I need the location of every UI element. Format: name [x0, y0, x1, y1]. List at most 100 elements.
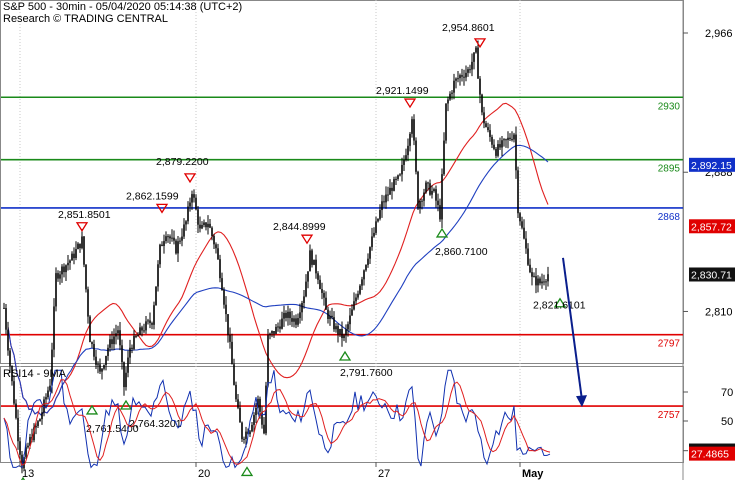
candle-body [127, 357, 129, 373]
candle-body [499, 144, 501, 148]
candle-body [289, 311, 291, 319]
price-tag-label: 2,892.15 [691, 160, 732, 172]
candle-body [369, 247, 371, 259]
candle-body [61, 266, 63, 275]
candle-body [537, 278, 539, 286]
pivot-high-marker [473, 38, 487, 49]
candle-body [253, 415, 255, 425]
candle-body [319, 279, 321, 290]
candle-body [257, 398, 259, 408]
candle-body [303, 296, 305, 304]
candle-body [243, 438, 245, 440]
candle-body [305, 281, 307, 297]
candle-body [411, 119, 413, 134]
candle-body [201, 225, 203, 229]
pivot-label: 2,821.6101 [533, 300, 586, 312]
candle-body [169, 236, 171, 239]
candle-body [405, 155, 407, 161]
candle-body [9, 350, 11, 366]
candle-body [483, 112, 485, 124]
candle-body [475, 47, 477, 53]
rsi-tick-label: 50 [721, 416, 733, 428]
candle-body [77, 243, 79, 250]
time-tick-label: 13 [22, 468, 34, 480]
pivot-label: 2,761.5400 [86, 423, 139, 435]
candle-body [345, 329, 347, 336]
candle-body [105, 355, 107, 366]
candle-body [229, 335, 231, 342]
candle-body [209, 223, 211, 228]
candle-body [437, 200, 439, 206]
candle-body [189, 202, 191, 207]
candle-body [67, 262, 69, 266]
candle-body [165, 236, 167, 242]
candle-body [545, 281, 547, 283]
candle-body [489, 130, 491, 137]
candle-body [395, 178, 397, 180]
candle-body [125, 372, 127, 388]
candle-body [111, 339, 113, 345]
candle-body [175, 240, 177, 254]
candle-body [477, 47, 479, 79]
candle-body [143, 330, 145, 332]
price-tag-box [689, 157, 735, 172]
candle-body [231, 341, 233, 365]
candle-body [271, 331, 273, 334]
candle-body [103, 365, 105, 369]
candle-body [223, 290, 225, 305]
candle-body [325, 297, 327, 310]
candle-body [213, 235, 215, 245]
candle-body [335, 326, 337, 330]
candle-body [351, 309, 353, 316]
candle-body [393, 179, 395, 191]
candle-body [523, 227, 525, 239]
pivot-label: 2,851.8501 [58, 209, 111, 221]
candle-body [415, 140, 417, 172]
candle-body [205, 222, 207, 228]
rsi-line [3, 369, 551, 469]
rsi-title: RSI14 - 9MA [3, 368, 66, 380]
candle-body [381, 201, 383, 211]
level-label: 2895 [658, 164, 681, 175]
forecast-arrow-line [562, 257, 583, 401]
candle-body [531, 272, 533, 277]
candle-body [539, 278, 541, 284]
candle-body [507, 137, 509, 141]
candle-body [409, 133, 411, 146]
candle-body [203, 222, 205, 226]
candle-body [391, 187, 393, 191]
candle-body [371, 236, 373, 248]
candle-body [341, 328, 343, 338]
candle-body [217, 248, 219, 260]
rsi-panel-frame [0, 366, 684, 463]
candle-body [119, 330, 121, 346]
ma-slow-line [7, 144, 549, 416]
candle-body [479, 78, 481, 95]
candle-body [339, 328, 341, 335]
candle-body [15, 403, 17, 418]
candle-body [155, 286, 157, 306]
candle-body [401, 164, 403, 175]
candle-body [71, 253, 73, 261]
candle-body [227, 314, 229, 336]
level-label: 2797 [658, 339, 681, 350]
candle-body [51, 349, 53, 386]
candle-body [97, 364, 99, 366]
rsi-panel [3, 369, 551, 469]
candle-body [221, 278, 223, 291]
candle-body [295, 318, 297, 325]
candle-body [355, 297, 357, 302]
candle-body [461, 75, 463, 77]
candle-body [283, 312, 285, 319]
candle-body [467, 69, 469, 73]
candle-body [35, 426, 37, 428]
candle-body [323, 292, 325, 298]
candle-body [251, 424, 253, 432]
time-tick-label: 20 [198, 468, 210, 480]
candle-body [75, 249, 77, 259]
candle-body [239, 407, 241, 423]
candle-body [249, 431, 251, 435]
candle-body [245, 431, 247, 439]
candle-body [511, 139, 513, 141]
candle-body [529, 264, 531, 273]
